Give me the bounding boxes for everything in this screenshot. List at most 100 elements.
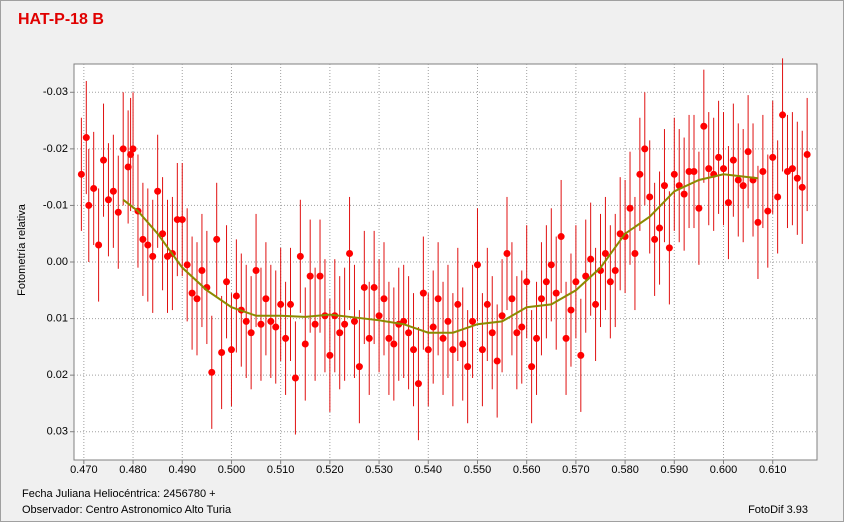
- data-point: [503, 250, 511, 258]
- data-point: [193, 295, 201, 303]
- data-point: [375, 312, 383, 320]
- data-point: [232, 292, 240, 300]
- x-tick-label: 0.600: [710, 464, 738, 476]
- data-point: [488, 329, 496, 337]
- data-point: [552, 289, 560, 297]
- data-point: [208, 368, 216, 376]
- data-point: [429, 323, 437, 331]
- data-point: [77, 170, 85, 178]
- x-tick-label: 0.470: [70, 464, 98, 476]
- data-point: [287, 300, 295, 308]
- data-point: [178, 216, 186, 224]
- data-point: [464, 363, 472, 371]
- data-point: [360, 283, 368, 291]
- data-point: [705, 165, 713, 173]
- data-point: [774, 193, 782, 201]
- data-point: [798, 183, 806, 191]
- observer: Observador: Centro Astronomico Alto Turi…: [22, 504, 232, 516]
- data-point: [316, 272, 324, 280]
- data-point: [724, 199, 732, 207]
- data-point: [592, 300, 600, 308]
- data-point: [739, 182, 747, 190]
- data-point: [355, 363, 363, 371]
- data-point: [365, 334, 373, 342]
- data-point: [380, 295, 388, 303]
- data-point: [350, 317, 358, 325]
- y-tick-label: 0.01: [47, 312, 68, 324]
- x-tick-label: 0.500: [218, 464, 246, 476]
- data-point: [272, 323, 280, 331]
- data-point: [262, 295, 270, 303]
- data-point: [793, 174, 801, 182]
- x-tick-label: 0.590: [661, 464, 689, 476]
- data-point: [715, 153, 723, 161]
- data-point: [85, 201, 93, 209]
- data-point: [326, 351, 334, 359]
- data-point: [513, 329, 521, 337]
- data-point: [744, 148, 752, 156]
- data-point: [218, 349, 226, 357]
- y-axis-label: Fotometría relativa: [16, 203, 28, 296]
- data-point: [685, 167, 693, 175]
- data-point: [483, 300, 491, 308]
- data-point: [100, 156, 108, 164]
- data-point: [729, 156, 737, 164]
- data-point: [296, 252, 304, 260]
- data-point: [257, 320, 265, 328]
- data-point: [764, 207, 772, 215]
- x-tick-label: 0.510: [267, 464, 295, 476]
- data-point: [754, 218, 762, 226]
- data-point: [124, 163, 132, 171]
- y-tick-label: -0.03: [43, 86, 68, 98]
- data-point: [587, 255, 595, 263]
- data-point: [188, 289, 196, 297]
- data-point: [370, 283, 378, 291]
- data-point: [641, 145, 649, 153]
- data-point: [493, 357, 501, 365]
- data-point: [144, 241, 152, 249]
- data-point: [498, 312, 506, 320]
- x-tick-label: 0.520: [316, 464, 344, 476]
- data-point: [528, 363, 536, 371]
- data-point: [282, 334, 290, 342]
- data-point: [611, 266, 619, 274]
- data-point: [665, 244, 673, 252]
- data-point: [242, 317, 250, 325]
- data-point: [567, 306, 575, 314]
- data-point: [562, 334, 570, 342]
- chart-title: HAT-P-18 B: [18, 11, 104, 28]
- y-tick-label: 0.02: [47, 369, 68, 381]
- data-point: [114, 208, 122, 216]
- y-tick-label: 0.03: [47, 426, 68, 438]
- data-point: [341, 320, 349, 328]
- data-point: [405, 329, 413, 337]
- data-point: [223, 278, 231, 286]
- data-point: [424, 346, 432, 354]
- data-point: [788, 165, 796, 173]
- data-point: [82, 134, 90, 142]
- data-point: [129, 145, 137, 153]
- data-point: [508, 295, 516, 303]
- data-point: [198, 266, 206, 274]
- data-point: [183, 261, 191, 269]
- data-point: [547, 261, 555, 269]
- x-tick-label: 0.540: [415, 464, 443, 476]
- data-point: [695, 204, 703, 212]
- data-point: [478, 346, 486, 354]
- data-point: [139, 235, 147, 243]
- data-point: [557, 233, 565, 241]
- data-point: [601, 250, 609, 258]
- data-point: [656, 224, 664, 232]
- x-tick-label: 0.480: [119, 464, 147, 476]
- data-point: [572, 278, 580, 286]
- data-point: [660, 182, 668, 190]
- data-point: [109, 187, 117, 195]
- x-tick-label: 0.580: [611, 464, 639, 476]
- data-point: [473, 261, 481, 269]
- data-point: [542, 278, 550, 286]
- data-point: [291, 374, 299, 382]
- data-point: [127, 151, 135, 159]
- data-point: [306, 272, 314, 280]
